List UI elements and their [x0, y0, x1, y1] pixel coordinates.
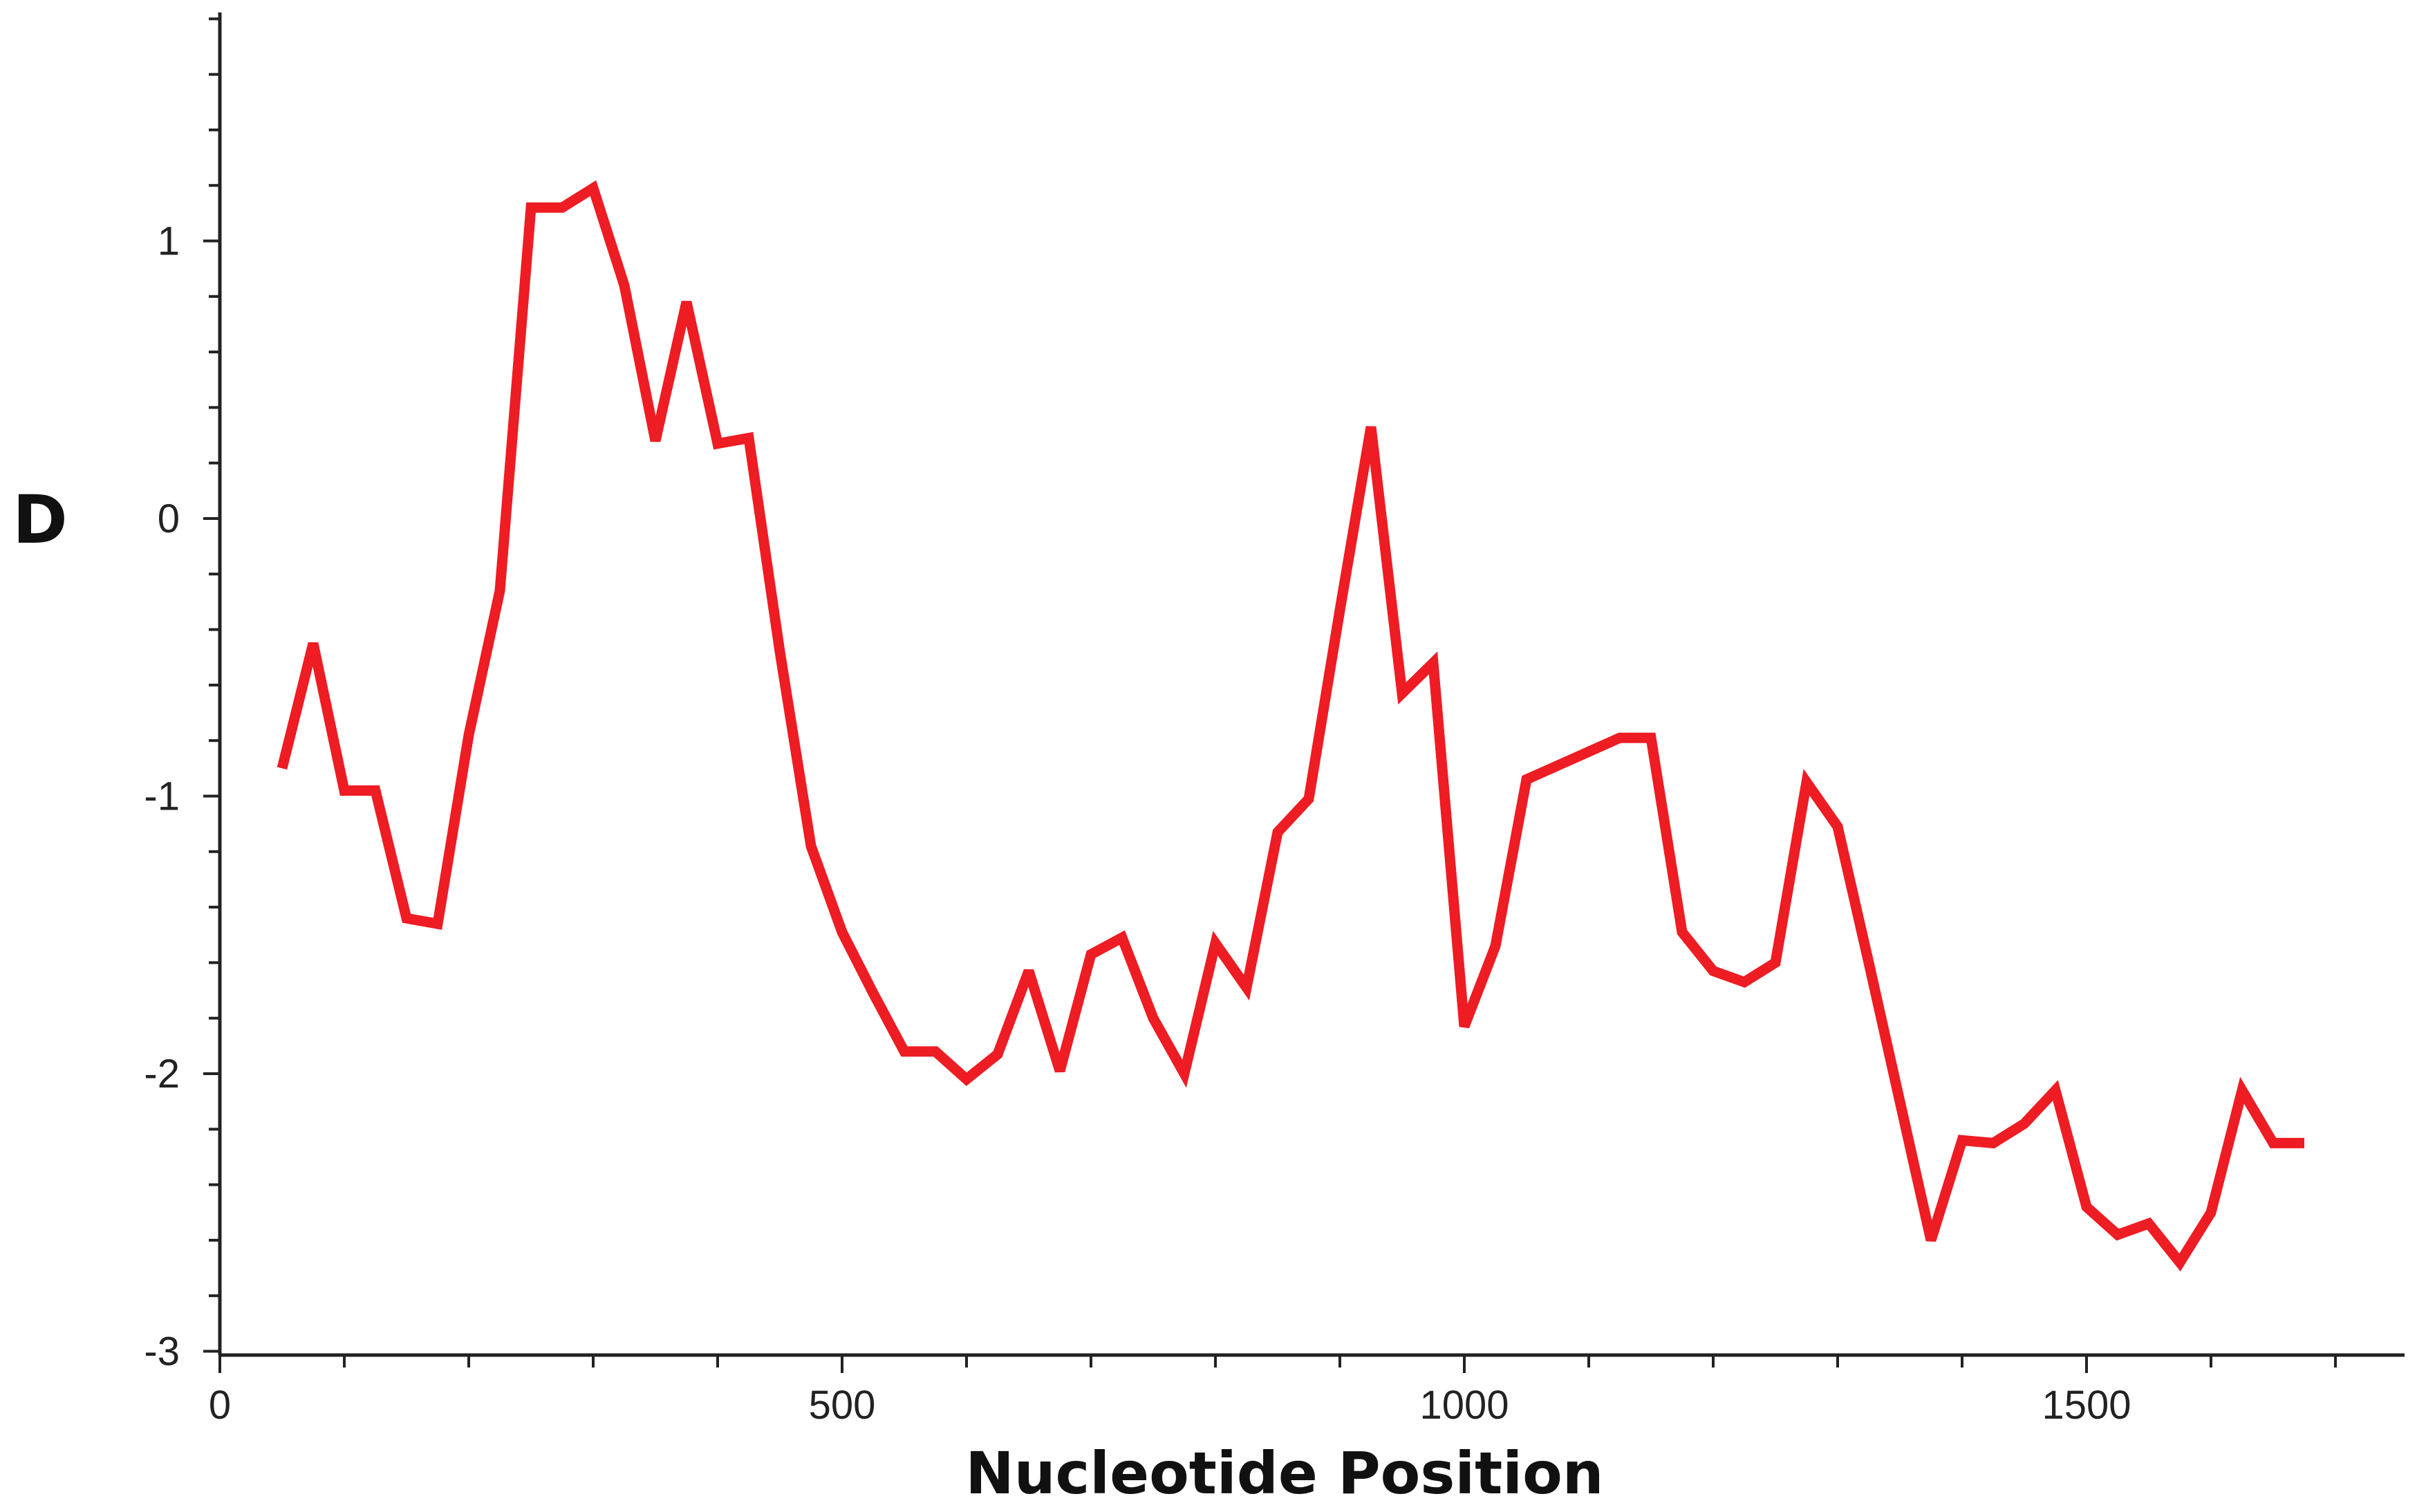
- data-point: [1993, 1142, 1994, 1144]
- data-point: [810, 846, 812, 847]
- data-point: [1215, 942, 1216, 944]
- data-point: [344, 790, 345, 791]
- data-point: [1059, 1070, 1061, 1072]
- data-point: [592, 187, 594, 189]
- data-point: [1121, 937, 1123, 938]
- data-point: [997, 1054, 998, 1055]
- data-point: [1837, 826, 1838, 828]
- data-point: [2148, 1223, 2149, 1224]
- x-tick-label: 1000: [1419, 1383, 1509, 1428]
- x-tick-label: 500: [809, 1383, 876, 1428]
- x-axis-title: Nucleotide Position: [965, 1439, 1603, 1507]
- y-tick-label: -1: [144, 774, 180, 819]
- data-point: [2241, 1090, 2243, 1091]
- data-point: [1433, 662, 1434, 664]
- data-point: [2304, 1142, 2305, 1144]
- data-point: [1370, 427, 1372, 428]
- data-point: [375, 790, 376, 791]
- data-point: [2273, 1142, 2274, 1144]
- data-point: [2086, 1206, 2087, 1208]
- y-tick-label: 0: [158, 496, 180, 541]
- data-point: [1339, 609, 1341, 610]
- data-point: [1152, 1018, 1154, 1019]
- series-group: [277, 180, 2305, 1271]
- data-point: [530, 207, 532, 208]
- x-tick-label: 1500: [2042, 1383, 2131, 1428]
- data-point: [1619, 737, 1621, 738]
- data-point: [1277, 832, 1278, 833]
- data-point: [561, 207, 563, 208]
- data-point: [841, 931, 843, 933]
- data-point: [1868, 962, 1869, 963]
- data-point: [624, 285, 625, 286]
- tick-marks: [203, 17, 2337, 1373]
- y-tick-label: -3: [144, 1329, 180, 1374]
- data-point: [966, 1079, 967, 1080]
- data-point: [1650, 737, 1652, 738]
- data-point: [1806, 781, 1807, 783]
- data-point: [686, 301, 687, 303]
- y-tick-label: 1: [158, 219, 180, 264]
- data-point: [1401, 693, 1403, 694]
- data-point: [655, 440, 656, 442]
- data-point: [872, 993, 874, 994]
- data-point: [1184, 1073, 1185, 1074]
- data-point: [437, 923, 438, 924]
- y-axis-title: D: [12, 481, 68, 559]
- x-tick-label: 0: [209, 1383, 231, 1428]
- data-point: [2179, 1262, 2181, 1263]
- data-point: [1713, 970, 1714, 971]
- series-line: [277, 180, 2304, 1271]
- data-point: [717, 443, 718, 445]
- data-point: [1526, 778, 1527, 780]
- data-point: [2055, 1090, 2056, 1091]
- data-point: [748, 438, 749, 439]
- data-point: [1961, 1139, 1963, 1141]
- data-point: [1899, 1101, 1901, 1102]
- data-point: [1246, 987, 1247, 989]
- data-point: [312, 643, 314, 644]
- data-point: [1744, 982, 1745, 983]
- data-point: [1681, 931, 1683, 933]
- data-point: [1775, 962, 1776, 963]
- data-point: [406, 917, 407, 919]
- tick-labels: 0 500 1000 1500 1 0 -1 -2 -3: [144, 219, 2131, 1428]
- data-point: [468, 734, 469, 736]
- data-point: [281, 767, 283, 769]
- y-tick-label: -2: [144, 1052, 180, 1096]
- data-point: [904, 1051, 905, 1052]
- data-point: [1308, 799, 1309, 800]
- data-point: [1090, 953, 1092, 955]
- data-point: [1028, 970, 1029, 971]
- data-point: [2024, 1123, 2025, 1124]
- data-point: [1930, 1240, 1932, 1241]
- data-point: [499, 590, 501, 591]
- data-point: [1495, 945, 1496, 946]
- data-point: [2210, 1212, 2212, 1213]
- data-point: [779, 651, 781, 653]
- data-point: [2117, 1234, 2118, 1235]
- data-point: [935, 1051, 936, 1052]
- data-point: [1464, 1026, 1465, 1027]
